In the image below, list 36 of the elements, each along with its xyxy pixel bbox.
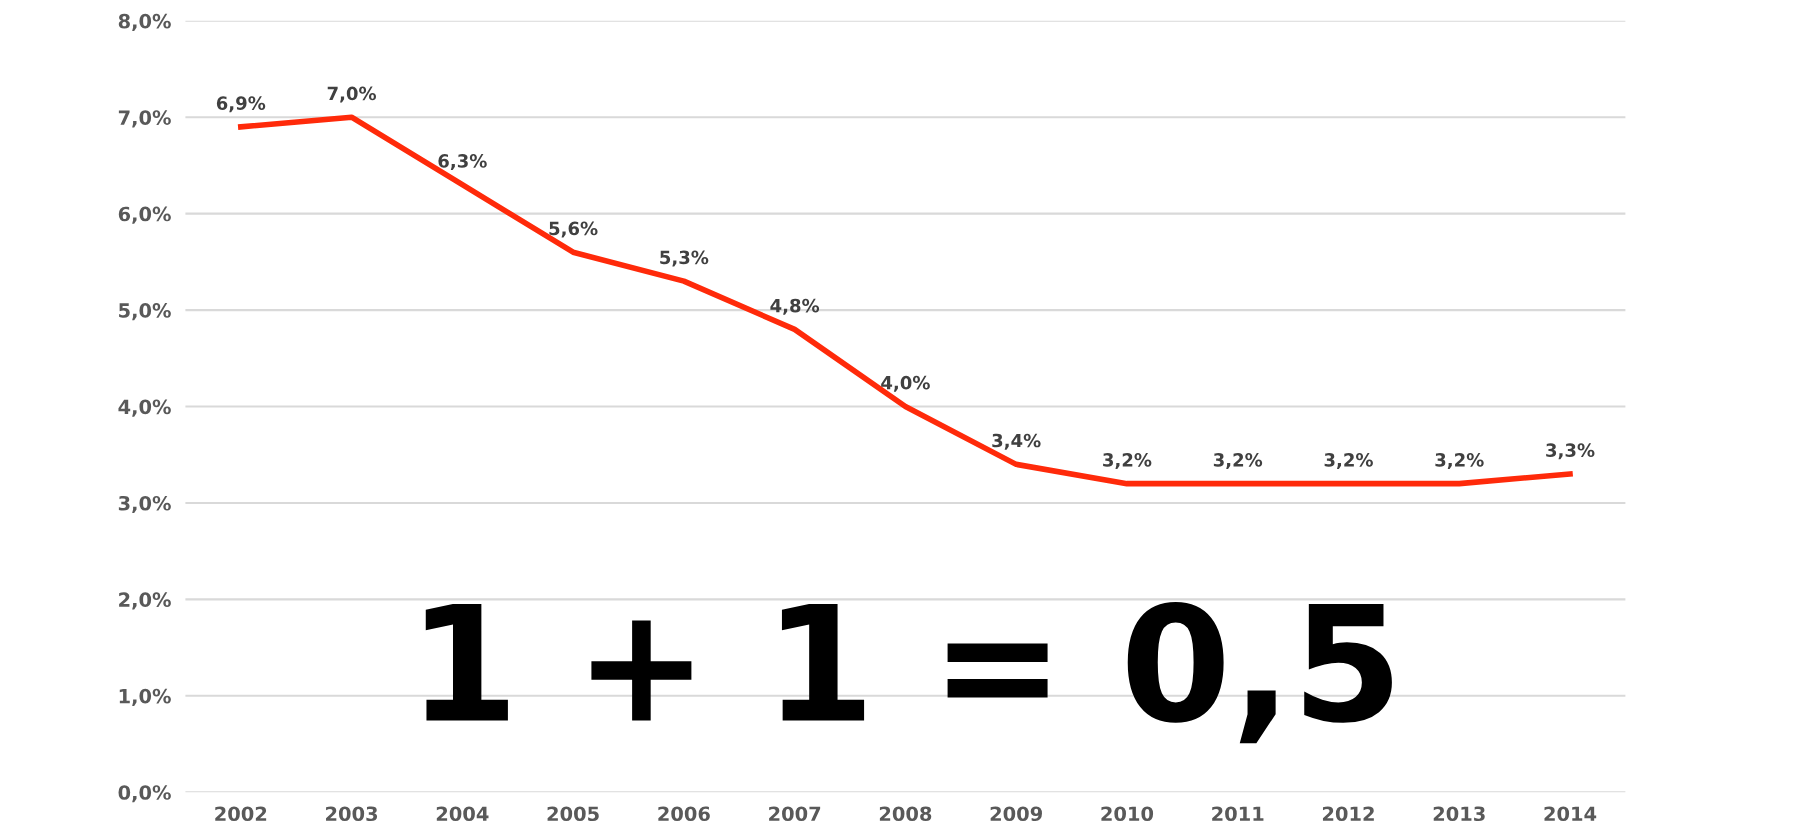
- x-tick-label: 2012: [1322, 806, 1374, 822]
- data-label: 5,3%: [660, 250, 709, 267]
- x-tick-label: 2010: [1101, 806, 1154, 822]
- x-tick-label: 2014: [1544, 806, 1597, 822]
- data-label: 3,2%: [1435, 453, 1484, 469]
- y-tick-label: 3,0%: [118, 495, 171, 514]
- x-tick-label: 2006: [658, 806, 710, 822]
- y-tick-label: 4,0%: [118, 399, 171, 417]
- y-tick-label: 1,0%: [119, 688, 171, 706]
- y-tick-label: 7,0%: [118, 110, 171, 128]
- y-tick-label: 5,0%: [119, 303, 171, 321]
- data-label: 6,3%: [438, 154, 487, 171]
- data-label: 3,2%: [1324, 453, 1373, 469]
- x-tick-label: 2002: [215, 806, 267, 822]
- x-tick-label: 2003: [326, 806, 378, 822]
- data-label: 7,0%: [327, 86, 377, 103]
- y-tick-label: 2,0%: [119, 592, 171, 610]
- y-tick-label: 8,0%: [118, 13, 171, 31]
- data-label: 6,9%: [216, 96, 266, 113]
- x-tick-label: 2004: [436, 806, 489, 822]
- x-tick-label: 2009: [990, 806, 1042, 822]
- x-tick-label: 2013: [1433, 806, 1485, 822]
- x-tick-label: 2007: [769, 806, 821, 822]
- data-label: 4,0%: [881, 375, 930, 392]
- x-tick-label: 2008: [879, 806, 932, 822]
- data-label: 3,2%: [1103, 453, 1152, 469]
- data-label: 3,2%: [1213, 453, 1263, 469]
- y-tick-label: 0,0%: [118, 785, 171, 803]
- data-label: 3,4%: [992, 433, 1041, 450]
- data-label: 3,3%: [1546, 443, 1595, 460]
- y-tick-label: 6,0%: [118, 206, 171, 224]
- x-tick-label: 2005: [547, 806, 599, 822]
- x-tick-label: 2011: [1212, 806, 1264, 822]
- annotation: 1 + 1 = 0,5: [425, 602, 1392, 744]
- data-label: 5,6%: [549, 221, 598, 238]
- data-label: 4,8%: [770, 298, 820, 315]
